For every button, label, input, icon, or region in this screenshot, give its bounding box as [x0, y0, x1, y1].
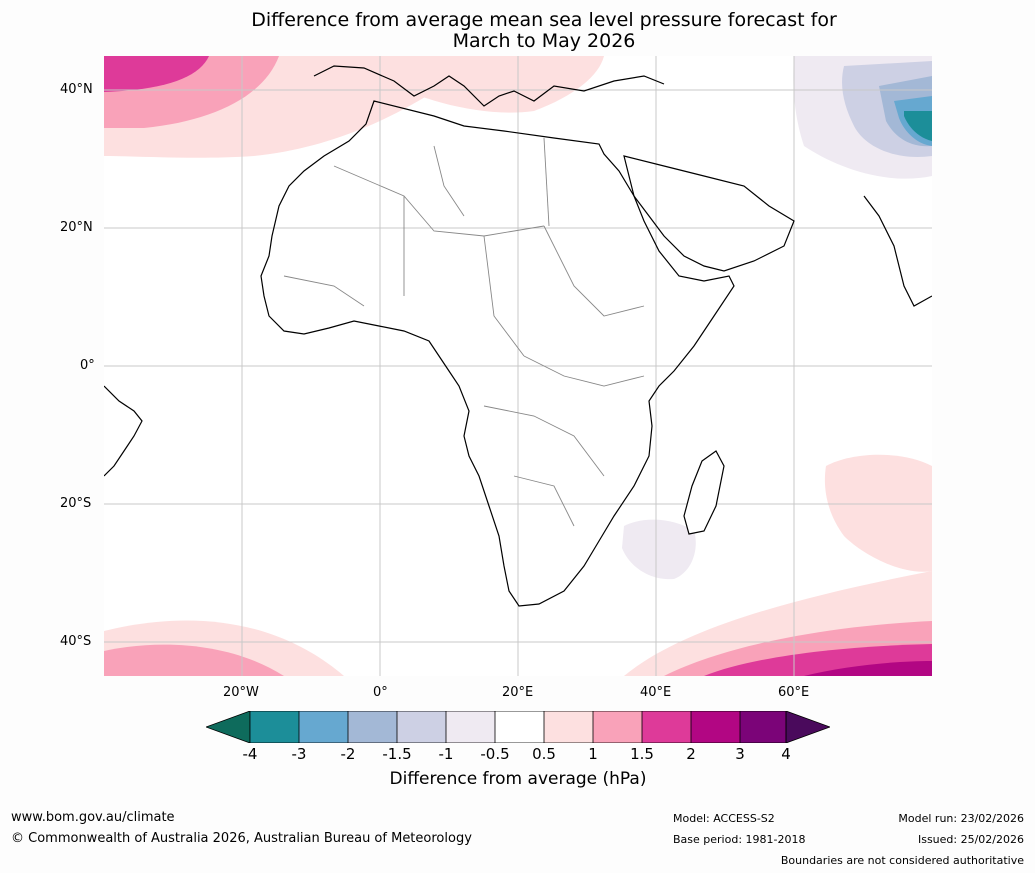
colorbar-extend-high	[785, 710, 832, 744]
lat-label-equator: 0°	[80, 358, 95, 373]
pressure-anomaly-map	[104, 56, 932, 676]
colorbar-bin-3	[348, 711, 397, 743]
india-coast	[863, 195, 932, 307]
title-line-1: Difference from average mean sea level p…	[251, 9, 837, 31]
colorbar-bin-4	[397, 711, 446, 743]
lon-label-60e: 60°E	[778, 685, 810, 700]
lon-label-20w: 20°W	[223, 685, 259, 700]
lat-label-20s: 20°S	[60, 496, 92, 511]
anomaly-nw-strong	[104, 56, 209, 92]
anomaly-io-light	[824, 454, 932, 572]
colorbar-svg	[204, 710, 832, 744]
footer-model-run: Model run: 23/02/2026	[898, 812, 1024, 825]
colorbar-tick: -4	[242, 745, 258, 763]
colorbar-bin-7	[544, 711, 593, 743]
colorbar-tick: -3	[291, 745, 307, 763]
colorbar-extend-low	[204, 710, 251, 744]
colorbar-bin-1	[250, 711, 299, 743]
colorbar-tick: -1	[438, 745, 454, 763]
map-title: Difference from average mean sea level p…	[104, 10, 984, 52]
colorbar-bin-11	[740, 711, 786, 743]
footer-model: Model: ACCESS-S2	[673, 812, 775, 825]
arabia-coastline	[623, 155, 795, 272]
colorbar-tick: 4	[781, 745, 791, 763]
colorbar-tick: -1.5	[382, 745, 412, 763]
lat-label-20n: 20°N	[60, 220, 93, 235]
colorbar-tick: -0.5	[480, 745, 510, 763]
graticule	[104, 56, 932, 676]
colorbar-bin-10	[691, 711, 740, 743]
lat-label-40n: 40°N	[60, 82, 93, 97]
lon-label-20e: 20°E	[502, 685, 534, 700]
colorbar-tick: 3	[735, 745, 745, 763]
colorbar-bin-8	[593, 711, 642, 743]
anomaly-asia-d	[904, 111, 932, 141]
colorbar-bin-6	[495, 711, 544, 743]
colorbar-bin-2	[299, 711, 348, 743]
footer-disclaimer: Boundaries are not considered authoritat…	[780, 854, 1024, 867]
footer-base-period: Base period: 1981-2018	[673, 833, 806, 846]
colorbar-bin-5	[446, 711, 495, 743]
anomaly-se-max	[804, 661, 932, 676]
south-america-coast	[104, 385, 143, 477]
madagascar	[683, 450, 725, 535]
title-line-2: March to May 2026	[452, 30, 636, 52]
footer-website: www.bom.gov.au/climate	[11, 810, 175, 825]
anomaly-med-light	[349, 56, 604, 113]
country-borders	[283, 137, 645, 527]
anomaly-south-mid	[104, 644, 284, 676]
lat-label-40s: 40°S	[60, 634, 92, 649]
colorbar-tick: 2	[686, 745, 696, 763]
colorbar	[204, 710, 832, 744]
colorbar-tick: 1	[588, 745, 598, 763]
colorbar-tick: -2	[340, 745, 356, 763]
colorbar-tick: 0.5	[532, 745, 556, 763]
anomaly-madagascar	[622, 519, 696, 580]
colorbar-tick: 1.5	[630, 745, 654, 763]
colorbar-title: Difference from average (hPa)	[389, 769, 647, 789]
europe-coastline	[313, 65, 665, 107]
lon-label-0: 0°	[373, 685, 388, 700]
footer-copyright: © Commonwealth of Australia 2026, Austra…	[11, 831, 472, 846]
colorbar-bin-9	[642, 711, 691, 743]
africa-coastline	[260, 100, 735, 607]
lon-label-40e: 40°E	[640, 685, 672, 700]
map-canvas	[104, 56, 932, 676]
footer-issued: Issued: 25/02/2026	[917, 833, 1024, 846]
